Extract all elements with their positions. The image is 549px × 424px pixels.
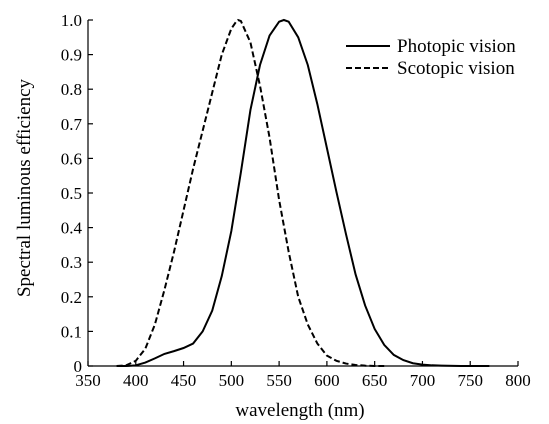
y-tick-label: 0.6 <box>61 149 82 168</box>
y-tick-label: 0 <box>74 357 83 376</box>
x-tick-label: 400 <box>123 371 149 390</box>
x-axis-title: wavelength (nm) <box>235 400 364 421</box>
series-group <box>116 18 490 367</box>
x-tick-label: 600 <box>314 371 340 390</box>
x-tick-label: 350 <box>75 371 101 390</box>
y-tick-label: 0.3 <box>61 253 82 272</box>
y-tick-label: 0.8 <box>61 80 82 99</box>
y-tick-label: 0.7 <box>61 115 83 134</box>
y-tick-label: 0.4 <box>61 219 83 238</box>
y-tick-label: 0.2 <box>61 288 82 307</box>
x-tick-label: 550 <box>266 371 292 390</box>
x-axis: 350 400 450 500 550 600 650 700 750 800 <box>75 361 531 390</box>
x-tick-label: 500 <box>219 371 245 390</box>
y-axis: 0 0.1 0.2 0.3 0.4 0.5 0.6 0.7 0.8 0.9 1.0 <box>61 11 93 376</box>
x-tick-label: 700 <box>410 371 436 390</box>
x-tick-label: 450 <box>171 371 197 390</box>
y-axis-title: Spectral luminous efficiency <box>14 78 35 297</box>
y-tick-label: 0.1 <box>61 322 82 341</box>
legend-label: Photopic vision <box>397 36 516 57</box>
y-tick-label: 0.5 <box>61 184 82 203</box>
y-tick-label: 0.9 <box>61 46 82 65</box>
y-tick-label: 1.0 <box>61 11 82 30</box>
series-line-photopic <box>116 18 490 367</box>
x-tick-label: 650 <box>362 371 388 390</box>
legend-label: Scotopic vision <box>397 58 515 79</box>
x-tick-label: 800 <box>505 371 531 390</box>
series-line-scotopic <box>116 18 385 367</box>
x-tick-label: 750 <box>457 371 483 390</box>
